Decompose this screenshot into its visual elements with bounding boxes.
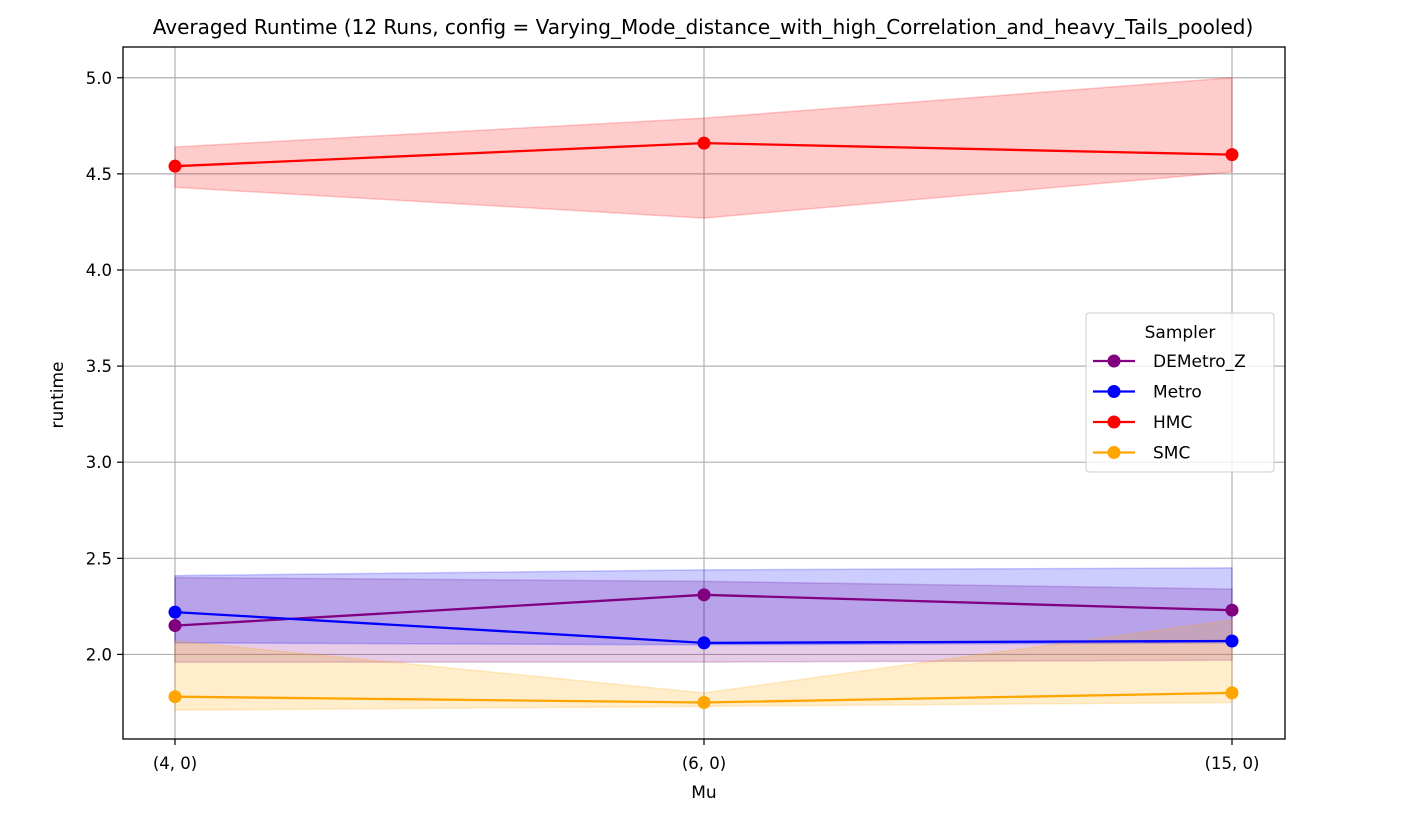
legend-box (1085, 312, 1275, 473)
series-points (168, 136, 1239, 709)
point-metro (697, 636, 711, 650)
x-axis-ticks: (4, 0) (6, 0) (15, 0) (153, 739, 1260, 773)
chart-title: Averaged Runtime (12 Runs, config = Vary… (153, 15, 1254, 39)
x-axis-label: Mu (691, 783, 716, 803)
y-tick-label: 2.0 (86, 645, 112, 664)
y-axis-ticks: 2.0 2.5 3.0 3.5 4.0 4.5 5.0 (86, 69, 123, 664)
legend-label-hmc: HMC (1153, 413, 1192, 433)
point-smc (1225, 686, 1239, 700)
y-tick-label: 4.5 (86, 165, 112, 184)
point-demetro-z (168, 619, 182, 633)
legend-label-smc: SMC (1153, 444, 1190, 464)
point-demetro-z (1225, 603, 1239, 617)
y-tick-label: 2.5 (86, 549, 112, 568)
confidence-bands (174, 76, 1233, 711)
point-metro (1225, 634, 1239, 648)
x-tick-label: (15, 0) (1205, 754, 1260, 773)
point-smc (697, 695, 711, 709)
legend-marker-hmc (1107, 415, 1121, 429)
point-hmc (1225, 148, 1239, 162)
x-tick-label: (4, 0) (153, 754, 197, 773)
band-smc (174, 618, 1233, 711)
point-hmc (168, 159, 182, 173)
legend-label-demetro-z: DEMetro_Z (1153, 352, 1246, 372)
point-hmc (697, 136, 711, 150)
y-tick-label: 5.0 (86, 69, 112, 88)
y-tick-label: 4.0 (86, 261, 112, 280)
legend-title: Sampler (1145, 323, 1216, 343)
point-metro (168, 605, 182, 619)
legend-marker-metro (1107, 385, 1121, 398)
y-axis-label: runtime (48, 362, 68, 429)
legend-items: DEMetro_Z Metro HMC SMC (1093, 352, 1246, 464)
x-tick-label: (6, 0) (682, 754, 726, 773)
y-tick-label: 3.5 (86, 357, 112, 376)
grid (123, 47, 1285, 739)
point-smc (168, 690, 182, 704)
legend-marker-smc (1107, 446, 1121, 459)
legend-marker-demetro-z (1107, 354, 1121, 368)
legend: Sampler DEMetro_Z Metro HMC SMC (1085, 312, 1275, 473)
legend-label-metro: Metro (1153, 383, 1202, 403)
y-tick-label: 3.0 (86, 453, 112, 472)
point-demetro-z (697, 588, 711, 602)
